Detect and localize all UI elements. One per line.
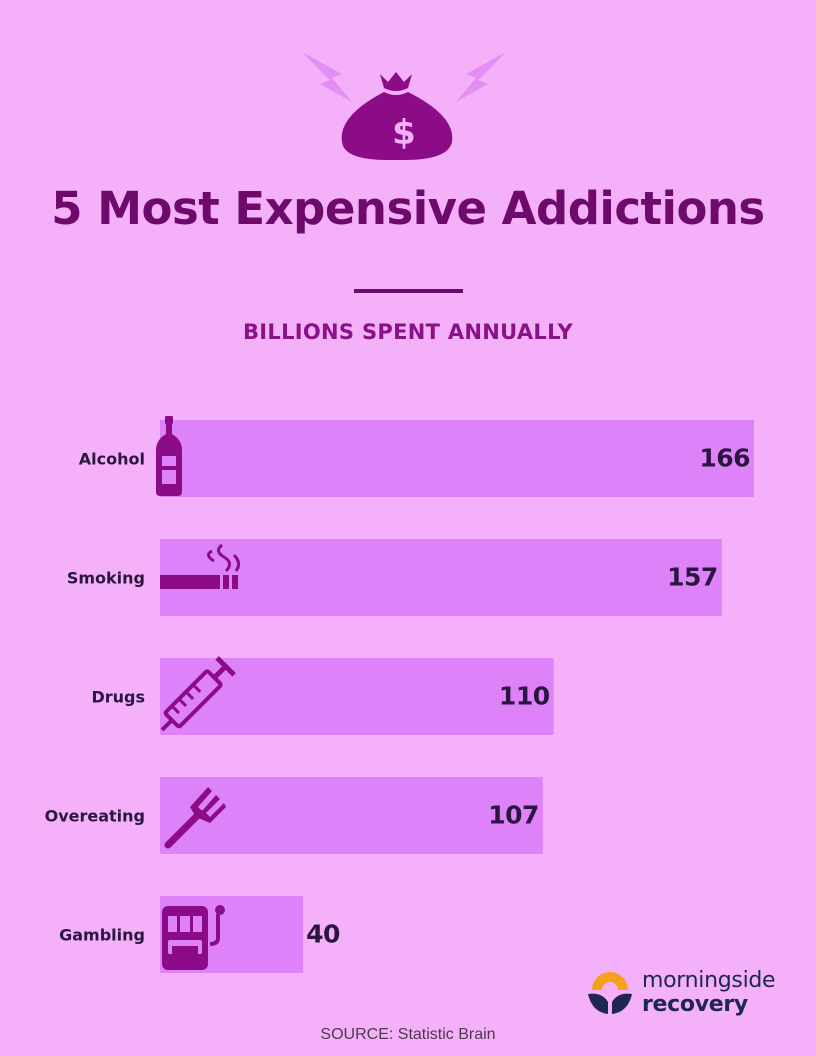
- lightning-right-icon: [456, 52, 506, 102]
- slot-machine-icon: [162, 905, 225, 970]
- syringe-icon: [160, 656, 236, 732]
- money-bag-icon: $: [302, 52, 506, 160]
- bar-drugs: [160, 658, 554, 735]
- logo-text-line2: recovery: [642, 992, 748, 1017]
- lightning-left-icon: [302, 52, 352, 102]
- cigarette-icon: [160, 543, 241, 589]
- category-label-overeating: Overeating: [45, 807, 145, 826]
- sunrise-logo-icon: [588, 972, 632, 1014]
- value-label-drugs: 110: [499, 682, 550, 711]
- category-label-alcohol: Alcohol: [79, 450, 145, 469]
- source-note: SOURCE: Statistic Brain: [320, 1026, 496, 1043]
- value-label-alcohol: 166: [699, 444, 750, 473]
- category-label-gambling: Gambling: [59, 926, 145, 945]
- value-label-smoking: 157: [667, 563, 718, 592]
- bar-overeating: [160, 777, 543, 854]
- category-label-drugs: Drugs: [91, 688, 145, 707]
- category-label-smoking: Smoking: [67, 569, 145, 588]
- bar-alcohol: [160, 420, 754, 497]
- logo-text-line1: morningside: [642, 968, 776, 993]
- bottle-icon: [156, 416, 182, 496]
- svg-text:$: $: [392, 113, 416, 153]
- value-label-overeating: 107: [488, 801, 539, 830]
- bar-smoking: [160, 539, 722, 616]
- title-divider: [354, 289, 463, 293]
- value-label-gambling: 40: [306, 920, 340, 949]
- morningside-recovery-logo: morningside recovery: [586, 968, 806, 1024]
- page-title: 5 Most Expensive Addictions: [51, 182, 765, 235]
- chart-subtitle: BILLIONS SPENT ANNUALLY: [243, 320, 573, 344]
- fork-icon: [164, 787, 226, 849]
